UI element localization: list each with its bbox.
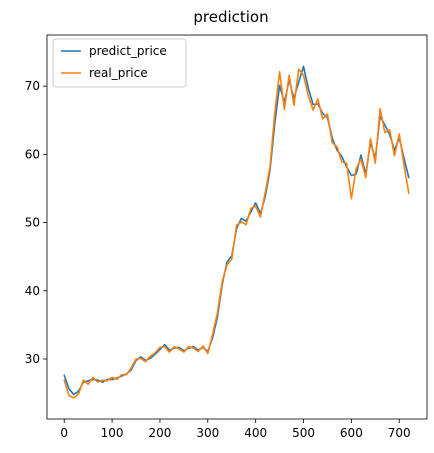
- x-tick-label: 200: [148, 426, 171, 440]
- y-tick-label: 70: [25, 79, 40, 93]
- x-tick-label: 600: [340, 426, 363, 440]
- y-tick-label: 30: [25, 352, 40, 366]
- x-tick-label: 400: [244, 426, 267, 440]
- legend: predict_price real_price: [52, 38, 187, 88]
- x-tick-label: 100: [101, 426, 124, 440]
- legend-label-predict-price: predict_price: [89, 44, 167, 58]
- y-tick-label: 50: [25, 216, 40, 230]
- x-tick-label: 0: [60, 426, 68, 440]
- x-tick-label: 700: [388, 426, 411, 440]
- chart-title: prediction: [193, 8, 268, 26]
- series-line-real-price: [63, 68, 410, 399]
- y-tick-label: 40: [25, 284, 40, 298]
- axes-frame: [46, 34, 428, 420]
- x-tick-label: 300: [196, 426, 219, 440]
- legend-label-real-price: real_price: [89, 66, 148, 80]
- plot-area: [63, 65, 410, 399]
- x-tick-label: 500: [292, 426, 315, 440]
- legend-box: [52, 38, 187, 88]
- y-tick-label: 60: [25, 147, 40, 161]
- axes: 0 100 200 300 400 500 600 700 30 40 50 60 70: [25, 34, 428, 440]
